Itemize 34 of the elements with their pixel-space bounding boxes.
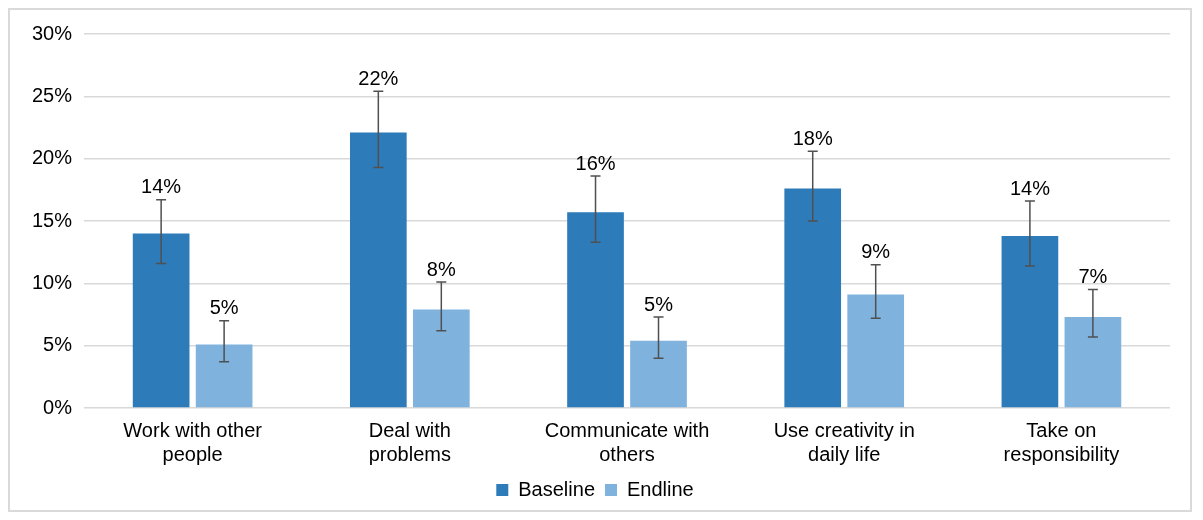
data-label: 5% — [644, 292, 674, 315]
bar — [1001, 235, 1059, 408]
data-label: 9% — [861, 240, 891, 263]
data-label: 14% — [1009, 176, 1051, 199]
legend-label: Endline — [627, 477, 694, 500]
data-label: 7% — [1078, 265, 1108, 288]
data-label: 5% — [209, 296, 239, 319]
bar — [349, 132, 407, 408]
x-tick-label: Take on responsibility — [1003, 418, 1120, 465]
x-tick-label: Work with other people — [123, 418, 263, 465]
y-tick-label: 0% — [43, 395, 73, 418]
bar — [412, 309, 470, 408]
y-tick-label: 10% — [32, 270, 73, 293]
x-tick-label: Deal with problems — [368, 418, 451, 465]
bar — [567, 212, 624, 408]
y-tick-label: 30% — [32, 21, 73, 44]
y-tick-label: 25% — [32, 83, 73, 106]
bar — [784, 188, 842, 408]
bar — [1064, 316, 1122, 408]
y-tick-label: 20% — [32, 146, 73, 169]
legend-label: Baseline — [518, 477, 595, 500]
data-label: 14% — [141, 175, 182, 198]
bar — [132, 233, 190, 408]
x-tick-label: Use creativity in daily life — [773, 418, 915, 465]
data-label: 16% — [575, 151, 616, 174]
bar — [847, 294, 905, 408]
y-tick-label: 15% — [32, 208, 73, 231]
data-label: 8% — [426, 257, 456, 280]
data-label: 22% — [358, 66, 399, 89]
x-tick-label: Communicate with others — [544, 418, 710, 465]
bar — [630, 340, 687, 408]
y-tick-label: 5% — [43, 333, 73, 356]
bar — [195, 344, 253, 408]
data-label: 18% — [792, 126, 833, 149]
